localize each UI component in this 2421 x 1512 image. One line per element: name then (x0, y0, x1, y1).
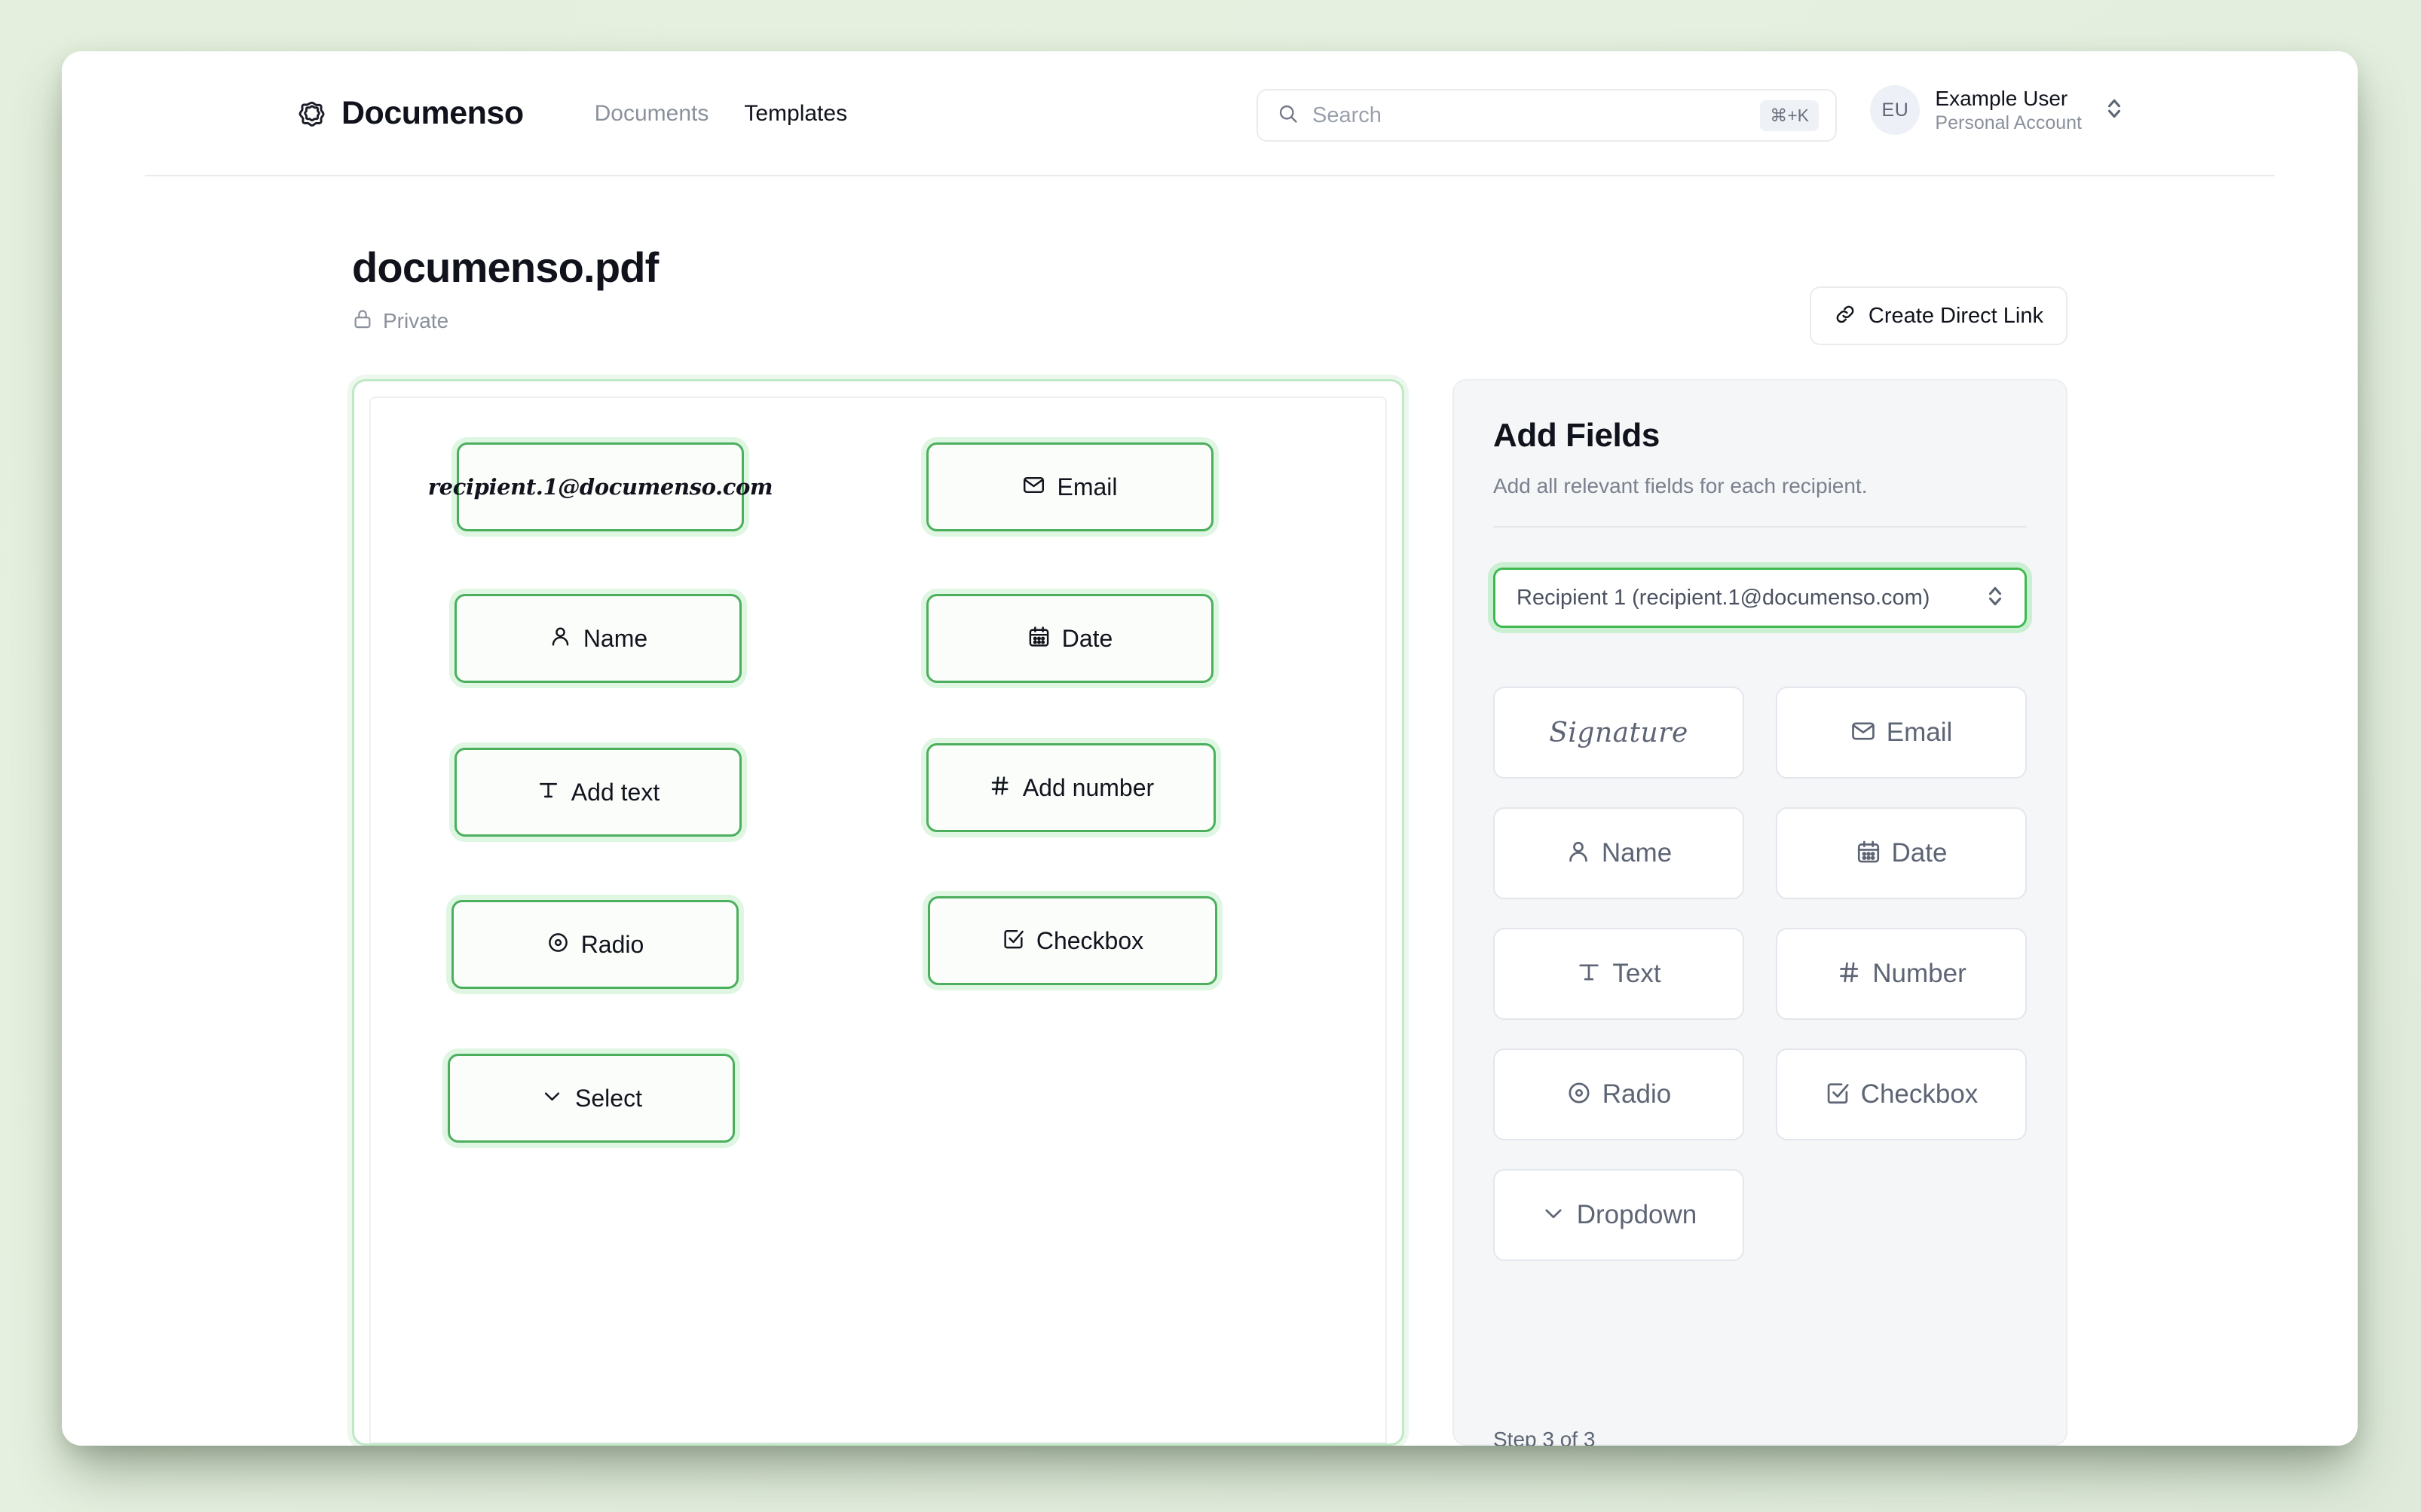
account-menu[interactable]: EU Example User Personal Account (1870, 85, 2124, 136)
field-button-text[interactable]: Text (1493, 928, 1744, 1020)
user-icon (1566, 839, 1591, 868)
visibility-label: Private (383, 308, 449, 332)
header-divider (145, 175, 2275, 176)
field-button-radio[interactable]: Radio (1493, 1048, 1744, 1140)
radio-icon (546, 931, 570, 958)
placed-field-radio[interactable]: Radio (451, 900, 739, 989)
panel-divider (1493, 526, 2027, 528)
placed-field-checkbox[interactable]: Checkbox (928, 896, 1217, 985)
avatar: EU (1870, 85, 1921, 136)
placed-field-label: Checkbox (1036, 926, 1144, 954)
calendar-icon (1856, 839, 1881, 868)
field-type-grid: Signature Email Name Date Text Number Radio Che… (1493, 687, 2027, 1261)
lock-icon (352, 308, 373, 333)
checkbox-icon (1002, 927, 1025, 954)
placed-field-label: Name (583, 624, 648, 652)
account-name: Example User (1935, 87, 2068, 110)
envelope-icon (1850, 718, 1876, 748)
create-direct-link-button[interactable]: Create Direct Link (1809, 286, 2067, 345)
placed-field-label: Radio (580, 930, 644, 958)
panel-subtitle: Add all relevant fields for each recipie… (1493, 474, 1868, 497)
placed-field-date[interactable]: Date (926, 594, 1214, 683)
calendar-icon (1027, 625, 1051, 652)
text-icon (1576, 960, 1602, 989)
pdf-page: recipient.1@documenso.com Email Name Date Ad… (369, 396, 1387, 1443)
text-icon (537, 779, 560, 806)
field-button-checkbox[interactable]: Checkbox (1776, 1048, 2027, 1140)
document-header: documenso.pdf Private Create Direct Link (352, 226, 2067, 347)
search-input[interactable]: Search ⌘+K (1256, 89, 1837, 142)
nav-item-templates[interactable]: Templates (744, 100, 848, 126)
chevron-up-down-icon (1985, 581, 2005, 615)
search-icon (1278, 103, 1299, 128)
field-button-dropdown[interactable]: Dropdown (1493, 1169, 1744, 1261)
placed-field-label: Add text (571, 778, 660, 806)
document-visibility: Private (352, 308, 2067, 333)
create-direct-link-label: Create Direct Link (1868, 303, 2043, 328)
app-header: Documenso Documents Templates Search ⌘+K… (62, 51, 2358, 176)
step-indicator: Step 3 of 3 (1493, 1428, 1596, 1446)
recipient-select-value: Recipient 1 (recipient.1@documenso.com) (1517, 585, 1930, 610)
add-fields-panel: Add Fields Add all relevant fields for e… (1452, 379, 2067, 1446)
page-title: documenso.pdf (352, 243, 659, 291)
field-button-name[interactable]: Name (1493, 807, 1744, 899)
field-button-label: Signature (1549, 717, 1688, 748)
user-icon (549, 625, 572, 652)
placed-field-label: Date (1061, 624, 1113, 652)
checkbox-icon (1825, 1080, 1850, 1110)
placed-field-label: Add number (1022, 773, 1155, 801)
search-shortcut-badge: ⌘+K (1760, 99, 1819, 131)
hash-icon (1836, 960, 1862, 989)
chevron-up-down-icon (2097, 93, 2124, 127)
chevron-down-icon (1541, 1201, 1566, 1230)
field-button-label: Number (1872, 959, 1966, 988)
field-button-label: Text (1612, 959, 1661, 988)
brand[interactable]: Documenso (295, 95, 524, 132)
hash-icon (988, 774, 1012, 801)
app-window: Documenso Documents Templates Search ⌘+K… (62, 51, 2358, 1446)
field-button-label: Email (1886, 718, 1953, 747)
placed-field-dropdown[interactable]: Select (448, 1054, 735, 1143)
nav-item-documents[interactable]: Documents (594, 100, 709, 126)
field-button-label: Dropdown (1576, 1200, 1697, 1229)
recipient-select[interactable]: Recipient 1 (recipient.1@documenso.com) (1493, 568, 2027, 628)
field-button-label: Checkbox (1860, 1079, 1979, 1109)
field-button-label: Name (1601, 838, 1673, 868)
main-content: recipient.1@documenso.com Email Name Date Ad… (352, 379, 2067, 1446)
chevron-down-icon (540, 1085, 564, 1112)
panel-title: Add Fields (1493, 417, 1660, 454)
placed-field-label: Select (575, 1084, 642, 1112)
field-button-email[interactable]: Email (1776, 687, 2027, 779)
envelope-icon (1022, 473, 1045, 500)
field-button-label: Radio (1602, 1079, 1672, 1109)
placed-field-text[interactable]: Add text (455, 748, 742, 837)
document-canvas[interactable]: recipient.1@documenso.com Email Name Date Ad… (352, 379, 1404, 1446)
search-container: Search ⌘+K (1256, 89, 1837, 142)
field-button-label: Date (1891, 838, 1948, 868)
placed-field-number[interactable]: Add number (926, 743, 1216, 832)
radio-icon (1566, 1080, 1592, 1110)
placed-field-signature[interactable]: recipient.1@documenso.com (428, 442, 773, 531)
link-icon (1834, 303, 1856, 329)
placed-field-label: Email (1057, 473, 1118, 500)
documenso-logo-icon (295, 97, 329, 130)
search-placeholder: Search (1312, 103, 1382, 127)
placed-field-email[interactable]: Email (926, 442, 1214, 531)
field-button-number[interactable]: Number (1776, 928, 2027, 1020)
account-text: Example User Personal Account (1935, 85, 2082, 135)
field-button-date[interactable]: Date (1776, 807, 2027, 899)
account-subtitle: Personal Account (1935, 112, 2082, 133)
brand-name: Documenso (341, 95, 524, 131)
field-button-signature[interactable]: Signature (1493, 687, 1744, 779)
placed-field-label: recipient.1@documenso.com (427, 474, 773, 500)
main-nav: Documents Templates (595, 101, 847, 127)
placed-field-name[interactable]: Name (455, 594, 742, 683)
